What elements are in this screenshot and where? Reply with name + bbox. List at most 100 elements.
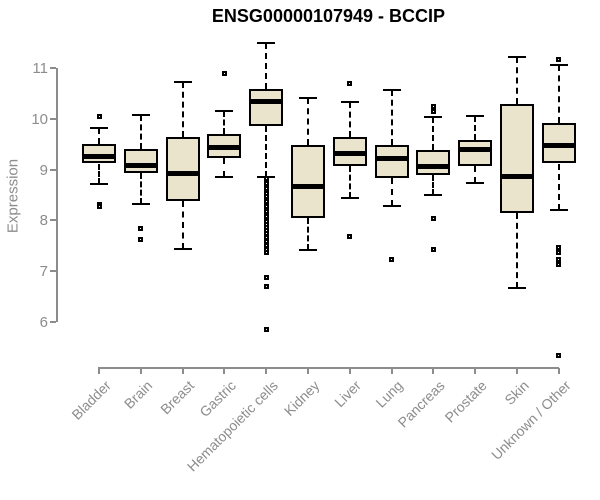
upper-whisker-cap — [90, 127, 108, 130]
outlier-point — [556, 256, 562, 262]
x-tick-label: Breast — [157, 377, 198, 418]
x-axis-tick — [265, 368, 268, 374]
outlier-point — [263, 238, 269, 244]
outlier-point — [430, 104, 436, 110]
outlier-point — [347, 234, 353, 240]
outlier-point — [430, 215, 436, 221]
median-line — [251, 98, 282, 104]
outlier-point — [556, 245, 562, 251]
outlier-point — [263, 234, 269, 240]
median-line — [376, 155, 407, 161]
outlier-point — [138, 237, 144, 243]
x-tick-label: Bladder — [68, 377, 114, 423]
upper-whisker-cap — [382, 89, 401, 92]
median-line — [293, 184, 323, 190]
outlier-point — [263, 326, 269, 332]
x-axis-tick — [98, 368, 100, 374]
lower-whisker — [557, 163, 560, 211]
outlier-point — [556, 57, 562, 63]
y-tick-label: 8 — [39, 212, 48, 230]
outlier-point — [138, 225, 144, 231]
outlier-point — [96, 113, 102, 119]
y-axis-tick — [50, 219, 56, 222]
y-axis-line — [56, 68, 58, 322]
lower-whisker — [139, 173, 142, 205]
y-tick-label: 11 — [32, 60, 48, 77]
median-line — [334, 150, 365, 156]
upper-whisker — [223, 111, 226, 135]
lower-whisker — [432, 174, 435, 195]
outlier-point — [556, 250, 562, 256]
median-line — [460, 147, 491, 153]
x-axis-tick — [223, 368, 226, 374]
upper-whisker — [557, 65, 560, 124]
x-axis-tick — [390, 368, 393, 374]
outlier-point — [221, 70, 227, 76]
lower-whisker — [348, 166, 351, 199]
iqr-box — [374, 145, 409, 179]
lower-whisker — [474, 166, 477, 184]
x-axis-tick — [474, 368, 477, 374]
lower-whisker-cap — [508, 287, 526, 290]
upper-whisker-cap — [466, 114, 485, 117]
x-tick-label: Prostate — [441, 377, 490, 426]
y-tick-label: 7 — [39, 263, 48, 281]
y-axis-tick — [50, 270, 56, 273]
lower-whisker-cap — [131, 203, 150, 206]
x-axis-tick — [181, 368, 184, 374]
upper-whisker-cap — [215, 110, 234, 113]
iqr-box — [123, 148, 158, 174]
lower-whisker-cap — [424, 194, 443, 196]
iqr-box — [291, 144, 325, 218]
y-tick-label: 10 — [31, 110, 48, 128]
lower-whisker — [98, 163, 100, 184]
outlier-point — [263, 283, 269, 289]
upper-whisker — [390, 90, 393, 146]
outlier-point — [556, 353, 562, 359]
chart-title: ENSG00000107949 - BCCIP — [211, 6, 446, 26]
outlier-point — [389, 256, 395, 262]
upper-whisker — [265, 43, 268, 89]
outlier-point — [263, 242, 269, 248]
y-tick-label: 6 — [39, 314, 48, 331]
lower-whisker — [181, 201, 184, 250]
y-tick-label: 9 — [39, 161, 48, 179]
upper-whisker — [516, 56, 518, 105]
upper-whisker-cap — [424, 116, 443, 119]
y-axis-label: Expression — [4, 158, 22, 234]
x-axis-tick — [348, 368, 351, 374]
upper-whisker — [348, 101, 351, 138]
upper-whisker-cap — [549, 64, 568, 67]
upper-whisker — [98, 128, 100, 145]
x-axis-tick — [139, 368, 142, 374]
lower-whisker-cap — [382, 205, 401, 208]
x-axis-tick — [516, 368, 518, 374]
iqr-box — [165, 137, 200, 202]
lower-whisker-cap — [215, 175, 234, 178]
upper-whisker-cap — [173, 80, 192, 83]
y-axis-tick — [50, 67, 56, 69]
upper-whisker — [432, 117, 435, 150]
lower-whisker — [307, 217, 309, 250]
outlier-point — [556, 261, 562, 267]
x-tick-label: Lung — [372, 377, 407, 411]
upper-whisker — [181, 81, 184, 138]
outlier-point — [347, 80, 353, 86]
lower-whisker-cap — [466, 182, 485, 185]
lower-whisker-cap — [173, 248, 192, 251]
x-axis-tick — [432, 368, 435, 374]
outlier-point — [263, 250, 269, 256]
iqr-box — [500, 104, 534, 213]
lower-whisker-cap — [340, 197, 359, 200]
lower-whisker — [265, 125, 268, 178]
upper-whisker-cap — [508, 55, 526, 58]
x-tick-label: Unknown / Other — [487, 377, 574, 463]
outlier-point — [263, 275, 269, 281]
x-tick-label: Kidney — [281, 377, 323, 419]
y-axis-tick — [50, 117, 56, 120]
upper-whisker — [307, 97, 309, 145]
median-line — [84, 153, 114, 159]
upper-whisker — [474, 115, 477, 141]
outlier-point — [430, 246, 436, 252]
